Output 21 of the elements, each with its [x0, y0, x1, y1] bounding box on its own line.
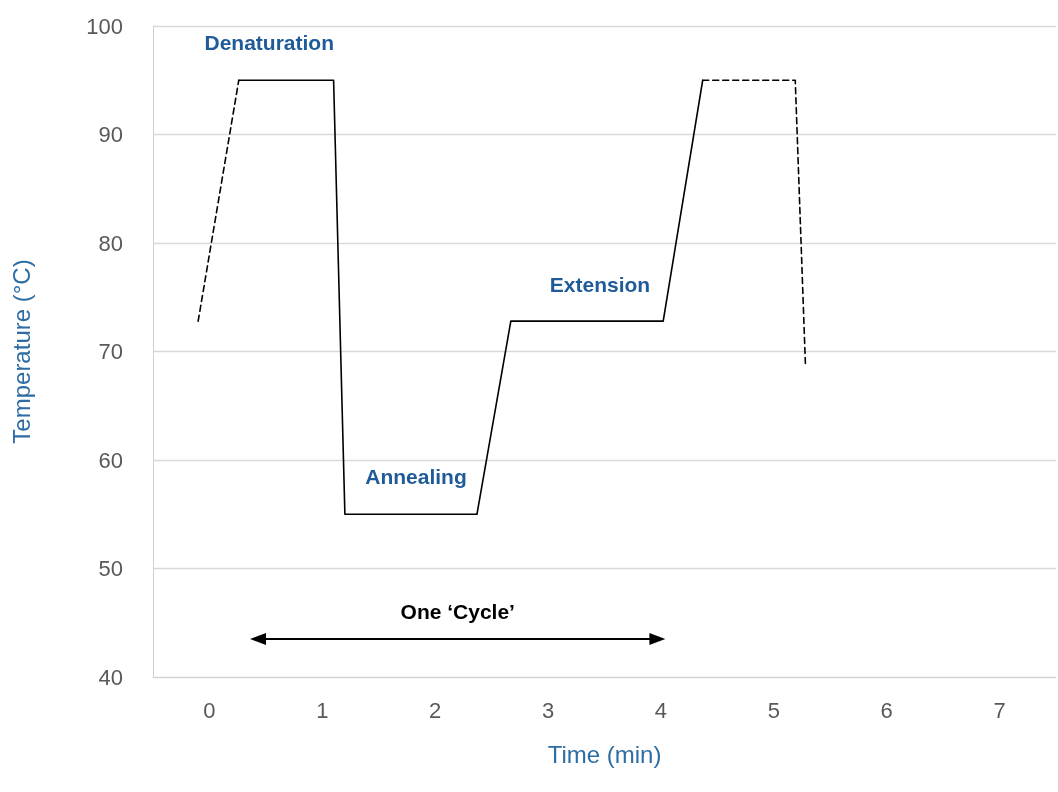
x-axis-title: Time (min)	[547, 740, 662, 768]
y-tick-label: 80	[98, 230, 123, 256]
x-tick-label: 1	[316, 697, 329, 723]
x-tick-label: 0	[203, 697, 216, 723]
x-tick-label: 7	[993, 697, 1006, 723]
y-tick-label: 90	[98, 122, 123, 147]
annotation: Annealing	[365, 464, 467, 488]
y-tick-label: 100	[86, 13, 123, 39]
y-tick-label: 40	[98, 664, 123, 690]
annotation: One ‘Cycle’	[400, 599, 515, 623]
y-axis-title: Temperature (°C)	[7, 259, 35, 444]
x-tick-label: 6	[880, 697, 893, 723]
x-tick-label: 2	[429, 697, 442, 723]
y-tick-label: 50	[98, 556, 123, 581]
y-tick-label: 60	[98, 447, 123, 473]
x-tick-label: 4	[654, 697, 668, 723]
annotation: Extension	[549, 272, 651, 296]
x-tick-label: 5	[767, 697, 780, 723]
x-tick-label: 3	[541, 697, 555, 723]
annotation: Denaturation	[204, 30, 335, 54]
y-tick-label: 70	[98, 339, 123, 364]
